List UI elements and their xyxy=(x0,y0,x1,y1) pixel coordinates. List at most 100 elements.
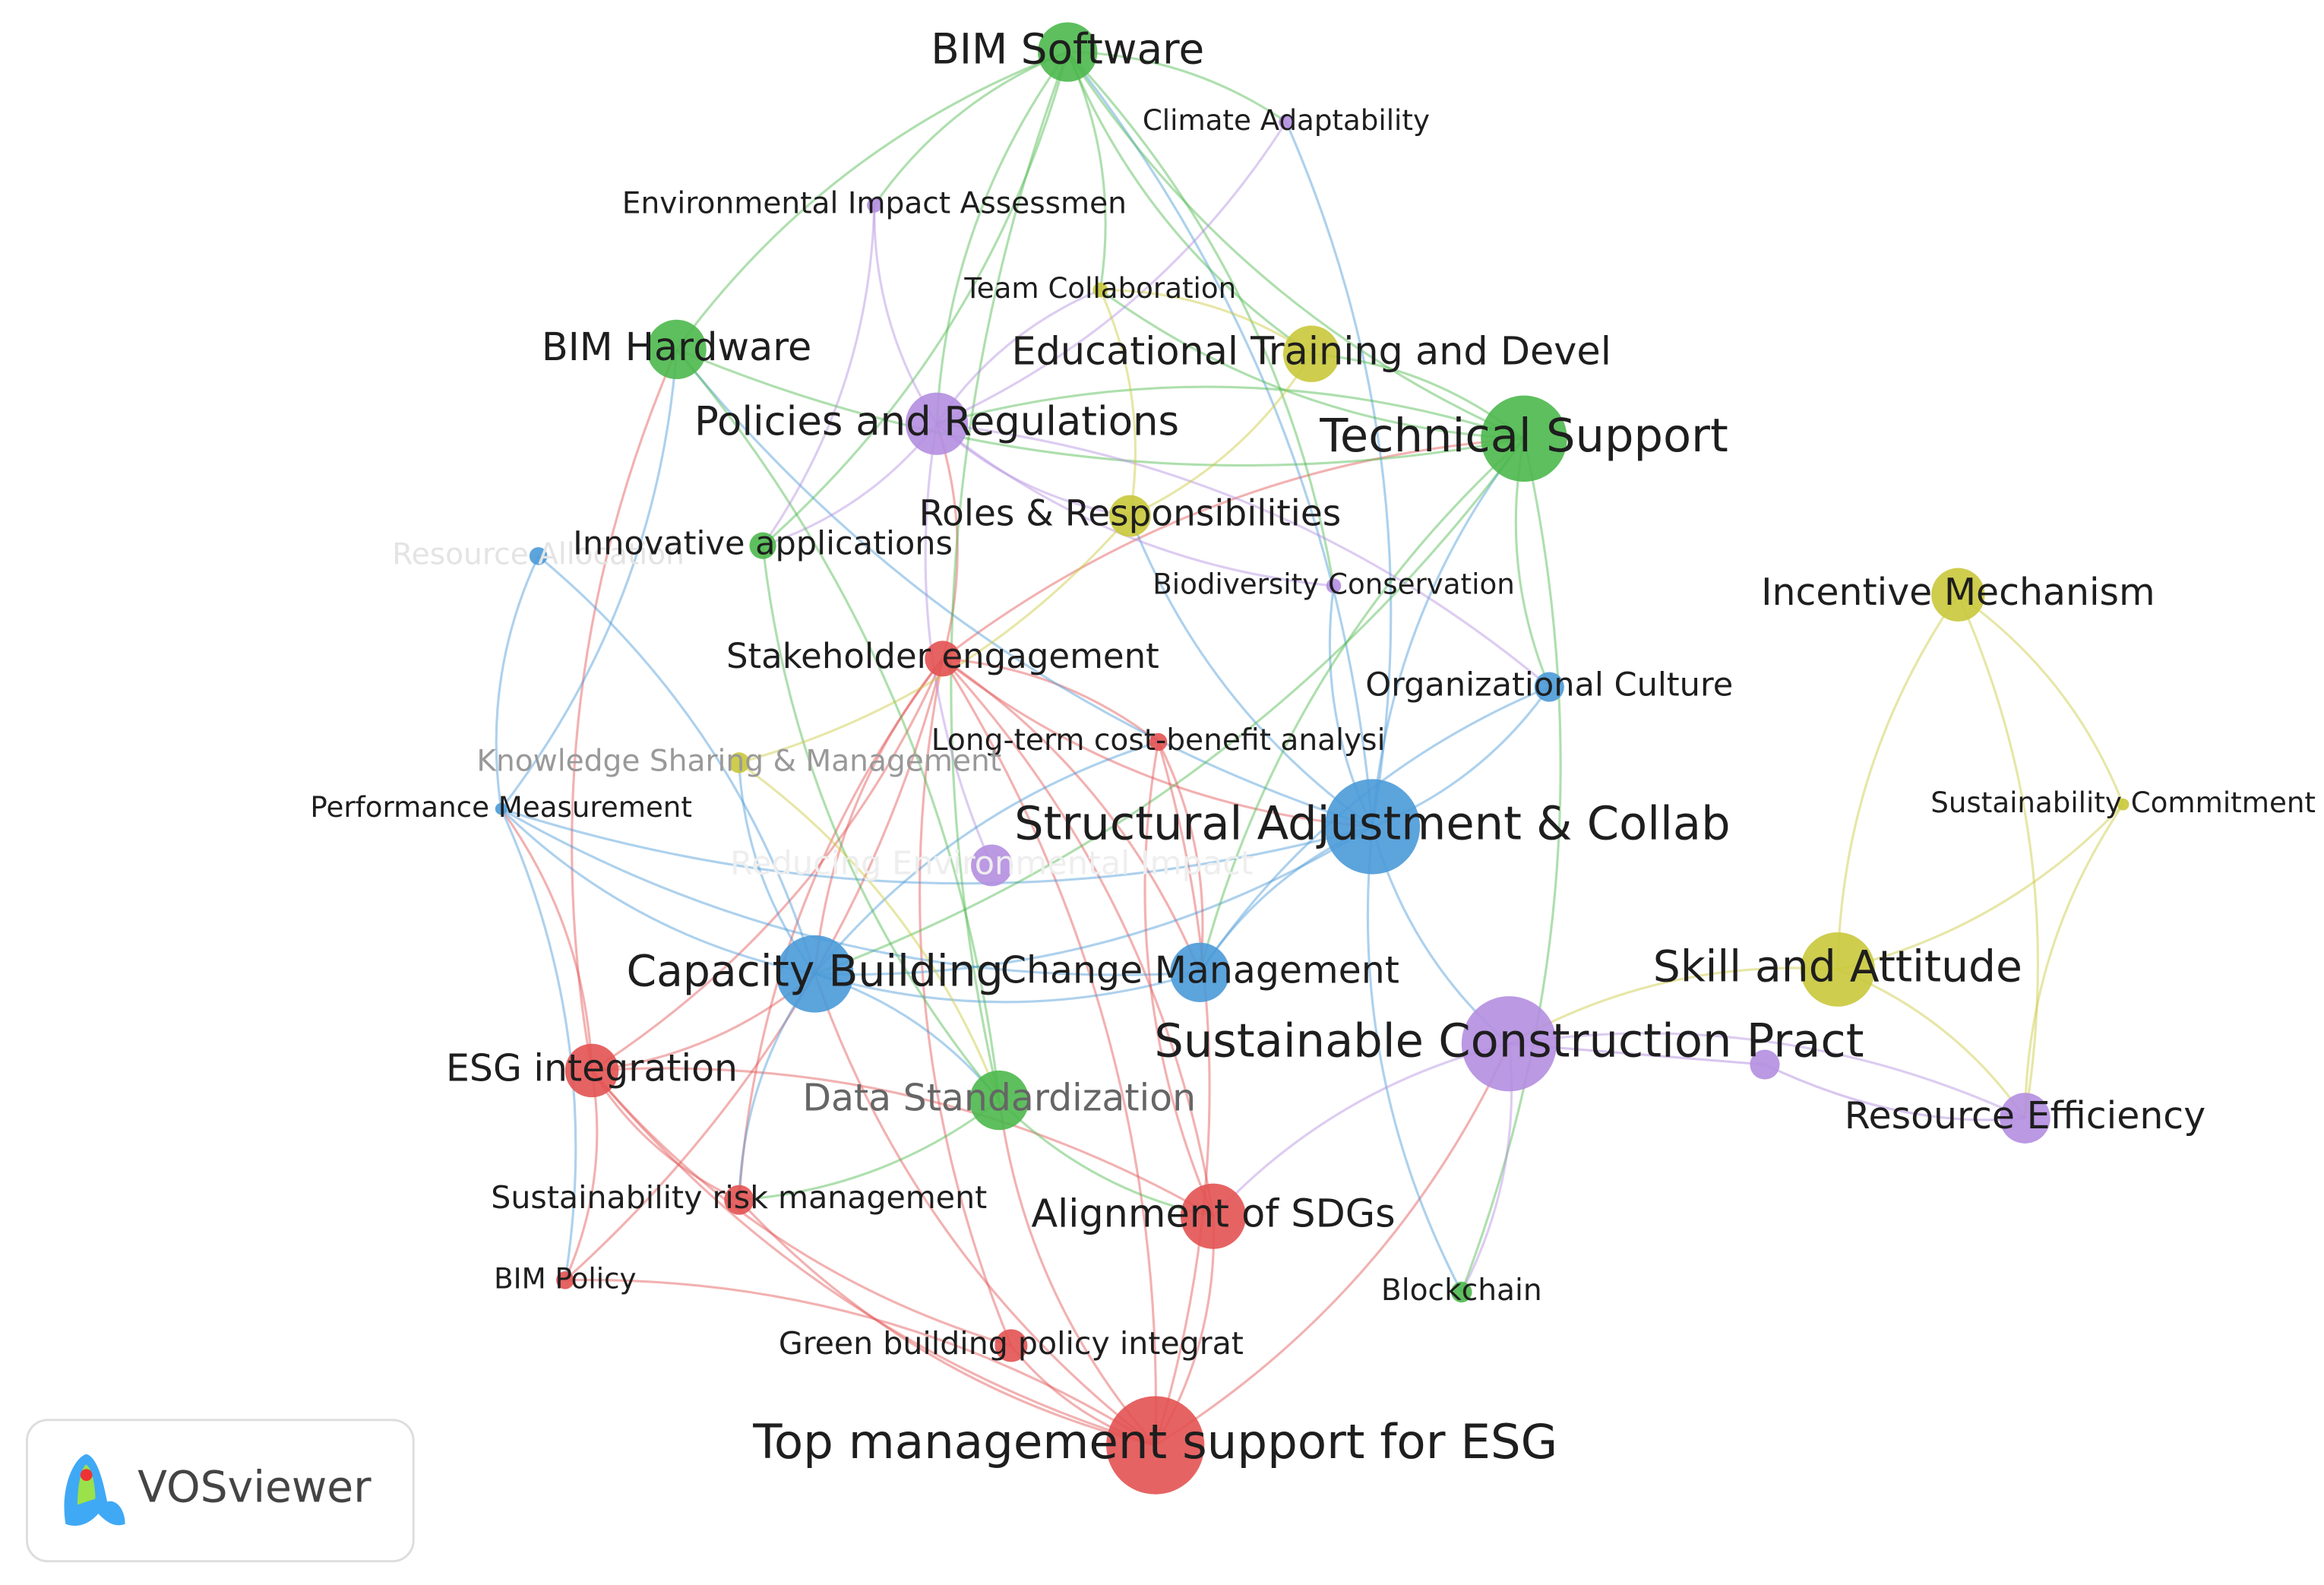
logo-box[interactable]: VOSviewer xyxy=(25,1419,415,1563)
node-label: Blockchain xyxy=(1381,1273,1542,1308)
node-label: BIM Hardware xyxy=(542,324,811,369)
edge xyxy=(1212,1042,1510,1217)
node-label: Resource Allocation xyxy=(392,537,685,571)
edge xyxy=(1067,51,1336,587)
node-label: Green building policy integrat xyxy=(779,1325,1244,1362)
edge xyxy=(1956,594,2040,1118)
node-label: Sustainable Construction Pract xyxy=(1154,1014,1864,1068)
node-label: Sustainability risk management xyxy=(491,1179,987,1216)
node xyxy=(1109,495,1151,537)
node xyxy=(556,1271,574,1289)
edge xyxy=(675,348,1525,467)
node-label: BIM Policy xyxy=(494,1261,636,1295)
node-label: Knowledge Sharing & Management xyxy=(476,744,1001,778)
edge xyxy=(936,385,1525,440)
edge xyxy=(1366,826,1463,1293)
node-label: BIM Software xyxy=(931,25,1204,74)
node xyxy=(1451,1281,1472,1303)
node xyxy=(994,1329,1028,1362)
edge xyxy=(1157,741,1204,973)
node xyxy=(969,1070,1029,1131)
edge xyxy=(1143,742,1215,1217)
node xyxy=(1800,932,1875,1007)
edge xyxy=(675,51,1068,350)
edge xyxy=(1099,289,1525,440)
logo-icon-peak xyxy=(80,1469,93,1482)
node xyxy=(749,532,776,559)
node-label: Environmental Impact Assessmen xyxy=(622,187,1127,221)
edge xyxy=(941,657,1201,973)
edges xyxy=(495,50,2125,1447)
edge xyxy=(935,423,959,660)
edge xyxy=(814,740,1159,975)
node xyxy=(1170,942,1230,1002)
edge xyxy=(941,657,1373,828)
edge xyxy=(998,1099,1214,1218)
edge xyxy=(814,973,1156,1447)
node xyxy=(1279,114,1294,130)
node xyxy=(1038,22,1098,82)
edge xyxy=(591,1067,1214,1218)
edge xyxy=(591,658,944,1072)
node xyxy=(729,752,750,774)
edge xyxy=(942,657,1159,743)
edge xyxy=(761,205,876,547)
edge xyxy=(1129,353,1313,517)
node-label: Roles & Responsibilities xyxy=(919,493,1342,535)
node-label: Structural Adjustment & Collab xyxy=(1014,798,1730,851)
node-label: Performance Measurement xyxy=(310,790,692,824)
edge xyxy=(814,657,944,974)
edge xyxy=(1957,593,2125,805)
node-label: Reducing Environmental Impact xyxy=(730,844,1254,882)
edge xyxy=(738,657,944,1201)
edge xyxy=(1285,121,1393,827)
edge xyxy=(590,1069,1012,1347)
edge xyxy=(1460,438,1562,1293)
edge xyxy=(936,121,1288,426)
edge xyxy=(564,1279,1156,1447)
node-label: Skill and Attitude xyxy=(1653,941,2022,992)
node-label: Resource Efficiency xyxy=(1845,1094,2205,1137)
edge xyxy=(1836,593,1959,970)
node xyxy=(1106,1396,1205,1495)
edge xyxy=(1764,1063,2025,1122)
edge xyxy=(814,825,1374,976)
node xyxy=(724,1185,754,1215)
edge xyxy=(500,808,593,1071)
node-label: Change Management xyxy=(1001,948,1399,992)
edge xyxy=(537,555,817,975)
edge xyxy=(998,1099,1156,1447)
node-label: Climate Adaptability xyxy=(1143,103,1430,137)
edge xyxy=(1154,742,1211,1446)
node xyxy=(1534,672,1564,702)
edge xyxy=(814,438,1526,976)
node-label: Policies and Regulations xyxy=(694,398,1179,444)
node xyxy=(1149,732,1168,751)
node xyxy=(905,392,969,455)
node xyxy=(1180,1183,1247,1249)
node xyxy=(1750,1049,1780,1080)
node xyxy=(647,319,707,379)
edge xyxy=(1128,515,1374,828)
logo-text: VOSviewer xyxy=(138,1462,372,1512)
node-label: ESG integration xyxy=(446,1046,738,1090)
node-label: Sustainability Commitment xyxy=(1930,786,2316,819)
edge xyxy=(1198,438,1526,973)
node-label: Capacity Building xyxy=(627,946,1004,996)
node xyxy=(1324,779,1421,875)
node-label: Alignment of SDGs xyxy=(1031,1191,1395,1236)
edge xyxy=(738,1099,1001,1201)
edge xyxy=(1067,51,1374,827)
edge xyxy=(500,349,678,810)
logo-frame xyxy=(25,1419,415,1563)
edge xyxy=(675,348,1001,1101)
nodes xyxy=(495,22,2130,1495)
edge xyxy=(1066,51,1107,290)
edge xyxy=(762,52,1069,547)
node xyxy=(867,198,882,213)
node-label: Long-term cost-benefit analysi xyxy=(931,723,1386,758)
edge xyxy=(950,51,1069,1101)
edge xyxy=(571,349,678,1071)
edge xyxy=(590,1069,1156,1447)
